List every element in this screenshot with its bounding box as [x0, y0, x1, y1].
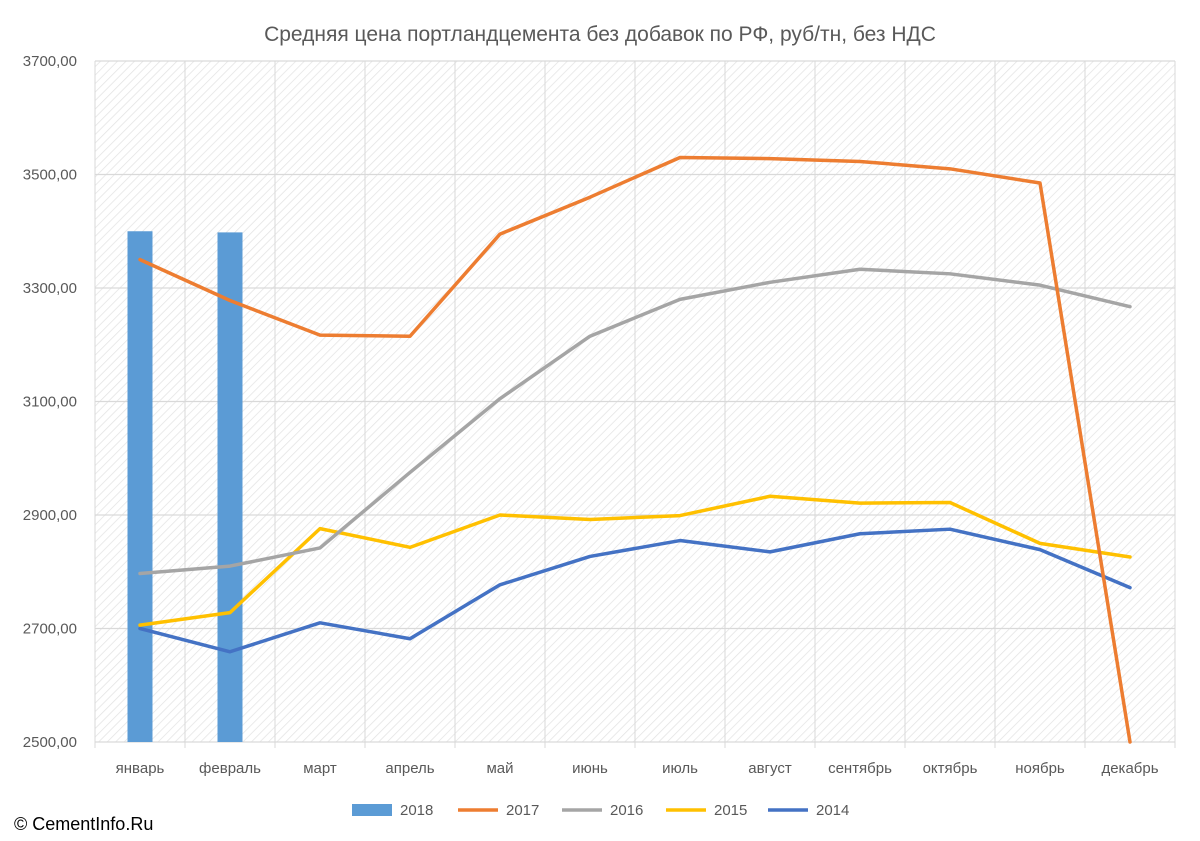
x-tick-label: январь — [116, 760, 165, 777]
y-tick-label: 3100,00 — [23, 394, 77, 411]
y-axis-ticks: 2500,00 2700,00 2900,00 3100,00 3300,00 3500,… — [23, 53, 77, 751]
legend-swatch-2018 — [352, 804, 392, 816]
x-tick-label: февраль — [199, 760, 261, 777]
line-2014 — [138, 527, 1132, 654]
y-tick-label: 3500,00 — [23, 167, 77, 184]
y-tick-label: 3700,00 — [23, 53, 77, 70]
x-tick-label: июнь — [572, 760, 608, 777]
y-tick-label: 3300,00 — [23, 280, 77, 297]
legend: 2018 2017 2016 2015 2014 — [352, 802, 849, 819]
x-tick-label: ноябрь — [1015, 760, 1065, 777]
y-tick-label: 2700,00 — [23, 621, 77, 638]
bar-2018 — [217, 232, 243, 742]
legend-label-2017: 2017 — [506, 802, 539, 819]
line-2015 — [138, 494, 1132, 627]
y-tick-label: 2900,00 — [23, 507, 77, 524]
x-tick-label: август — [748, 760, 792, 777]
legend-label-2016: 2016 — [610, 802, 643, 819]
x-tick-label: май — [486, 760, 513, 777]
legend-label-2014: 2014 — [816, 802, 849, 819]
x-tick-label: апрель — [385, 760, 434, 777]
x-tick-label: июль — [662, 760, 698, 777]
line-2017 — [138, 155, 1132, 744]
category-separators — [94, 61, 1176, 748]
y-tick-label: 2500,00 — [23, 734, 77, 751]
chart-title: Средняя цена портландцемента без добавок… — [264, 23, 936, 46]
x-tick-label: октябрь — [923, 760, 978, 777]
line-series — [138, 155, 1132, 744]
x-tick-label: декабрь — [1101, 760, 1158, 777]
legend-label-2015: 2015 — [714, 802, 747, 819]
line-2016 — [138, 267, 1132, 576]
bar-series — [127, 231, 243, 742]
copyright-text: © CementInfo.Ru — [14, 814, 153, 834]
x-axis-ticks: январь февраль март апрель май июнь июль август… — [116, 760, 1159, 777]
bar-2018 — [127, 231, 153, 742]
legend-label-2018: 2018 — [400, 802, 433, 819]
x-tick-label: март — [303, 760, 337, 777]
x-tick-label: сентябрь — [828, 760, 892, 777]
